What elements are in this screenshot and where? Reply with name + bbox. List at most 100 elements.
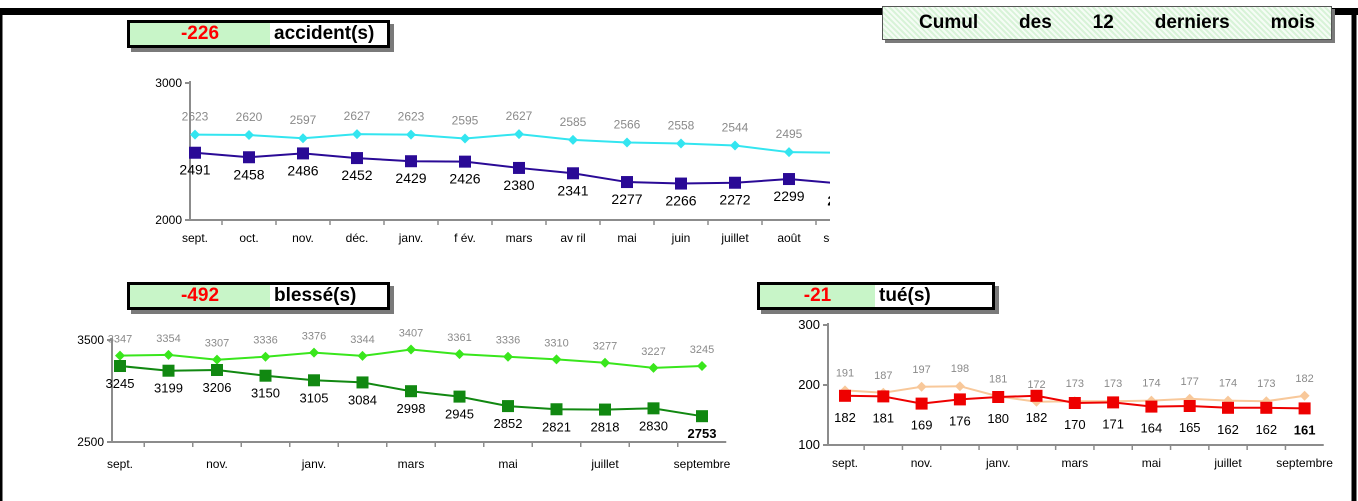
data-label: 161: [1294, 422, 1316, 437]
data-label: 3150: [251, 386, 280, 401]
data-label: 2265: [827, 193, 830, 209]
data-point: [953, 393, 966, 406]
x-tick-label: nov.: [206, 457, 228, 471]
data-label: 181: [989, 373, 1007, 385]
accident-label: accident(s): [274, 23, 375, 44]
data-label: 3105: [300, 390, 329, 405]
accident-badge: -226 accident(s): [127, 20, 390, 48]
x-tick-label: juillet: [1213, 456, 1242, 470]
x-tick-label: septembre: [1276, 456, 1333, 470]
data-label: 2341: [557, 182, 588, 198]
header-word: derniers: [1154, 12, 1230, 33]
tue-label: tué(s): [879, 285, 931, 306]
data-point: [212, 354, 222, 365]
data-label: 2852: [494, 416, 523, 431]
blesse-badge: -492 blessé(s): [127, 282, 390, 310]
data-point: [1068, 397, 1081, 409]
data-label: 162: [1255, 422, 1277, 437]
header-word: Cumul: [919, 12, 979, 33]
tue-badge: -21 tué(s): [757, 282, 995, 310]
data-label: 198: [951, 363, 969, 375]
data-point: [357, 350, 368, 361]
y-tick-label: 300: [798, 317, 820, 332]
data-label: 2272: [719, 192, 750, 208]
data-label: 2595: [452, 113, 479, 127]
data-point: [297, 147, 309, 160]
data-label: 3206: [203, 380, 232, 395]
x-tick-label: janv.: [398, 231, 423, 245]
data-label: 2299: [773, 188, 804, 204]
blesse-label: blessé(s): [274, 285, 357, 306]
data-label: 197: [912, 364, 930, 376]
data-point: [114, 360, 126, 373]
y-tick-label: 3500: [77, 333, 104, 347]
data-label: 2753: [688, 426, 717, 441]
data-point: [162, 364, 175, 377]
data-point: [1260, 401, 1273, 414]
data-point: [954, 381, 965, 392]
data-label: 3245: [106, 376, 135, 391]
data-label: 2486: [287, 162, 318, 178]
data-point: [1183, 400, 1196, 412]
data-label: 3361: [447, 332, 471, 344]
data-label: 2491: [179, 162, 210, 178]
data-label: 2597: [290, 113, 317, 127]
data-point: [622, 137, 632, 148]
data-label: 170: [1064, 417, 1086, 432]
data-point: [405, 155, 417, 168]
x-tick-label: juillet: [590, 457, 619, 471]
data-label: 3354: [156, 333, 180, 345]
x-tick-label: mai: [1142, 456, 1161, 470]
data-label: 2998: [397, 401, 426, 416]
data-label: 182: [834, 410, 856, 425]
x-tick-label: juin: [671, 231, 691, 245]
x-tick-label: septembre: [674, 457, 731, 471]
accident-delta: -226: [130, 23, 270, 45]
data-point: [1145, 400, 1158, 413]
tue-delta: -21: [760, 285, 875, 307]
data-point: [243, 151, 255, 164]
data-point: [405, 385, 417, 398]
data-point: [211, 363, 223, 376]
data-label: 3347: [108, 334, 132, 346]
data-point: [675, 177, 687, 190]
data-label: 3245: [690, 344, 714, 356]
data-label: 2627: [506, 109, 533, 123]
data-label: 2544: [722, 120, 749, 134]
data-label: 3277: [593, 341, 617, 353]
data-point: [1107, 396, 1120, 409]
y-tick-label: 100: [798, 437, 820, 452]
data-point: [916, 381, 927, 392]
data-point: [503, 351, 513, 362]
data-label: 2623: [398, 110, 425, 124]
data-label: 2627: [344, 109, 371, 123]
data-point: [453, 390, 466, 403]
data-point: [1222, 401, 1234, 414]
y-tick-label: 200: [798, 377, 820, 392]
data-label: 2623: [182, 110, 209, 124]
data-label: 2429: [395, 170, 426, 186]
data-point: [696, 410, 708, 423]
data-point: [915, 397, 928, 410]
x-tick-label: mai: [617, 231, 636, 245]
data-label: 169: [911, 418, 933, 433]
data-point: [298, 133, 308, 144]
data-point: [599, 403, 611, 416]
data-point: [697, 361, 707, 372]
data-point: [567, 167, 579, 180]
data-label: 171: [1102, 416, 1124, 431]
blesse-chart: 2500 3500 sept. nov. janv. mars mai juillet sept…: [77, 327, 731, 471]
data-point: [1223, 395, 1233, 406]
data-point: [600, 357, 610, 368]
y-tick-label: 3000: [155, 76, 182, 90]
x-tick-label: juillet: [720, 231, 749, 245]
period-header: Cumul des 12 derniers mois: [882, 6, 1332, 40]
data-label: 187: [874, 370, 892, 382]
data-point: [513, 161, 525, 174]
data-point: [260, 351, 271, 362]
data-point: [551, 354, 562, 365]
data-label: 2277: [611, 191, 642, 207]
x-tick-label: nov.: [911, 456, 933, 470]
data-label: 2426: [449, 171, 480, 187]
